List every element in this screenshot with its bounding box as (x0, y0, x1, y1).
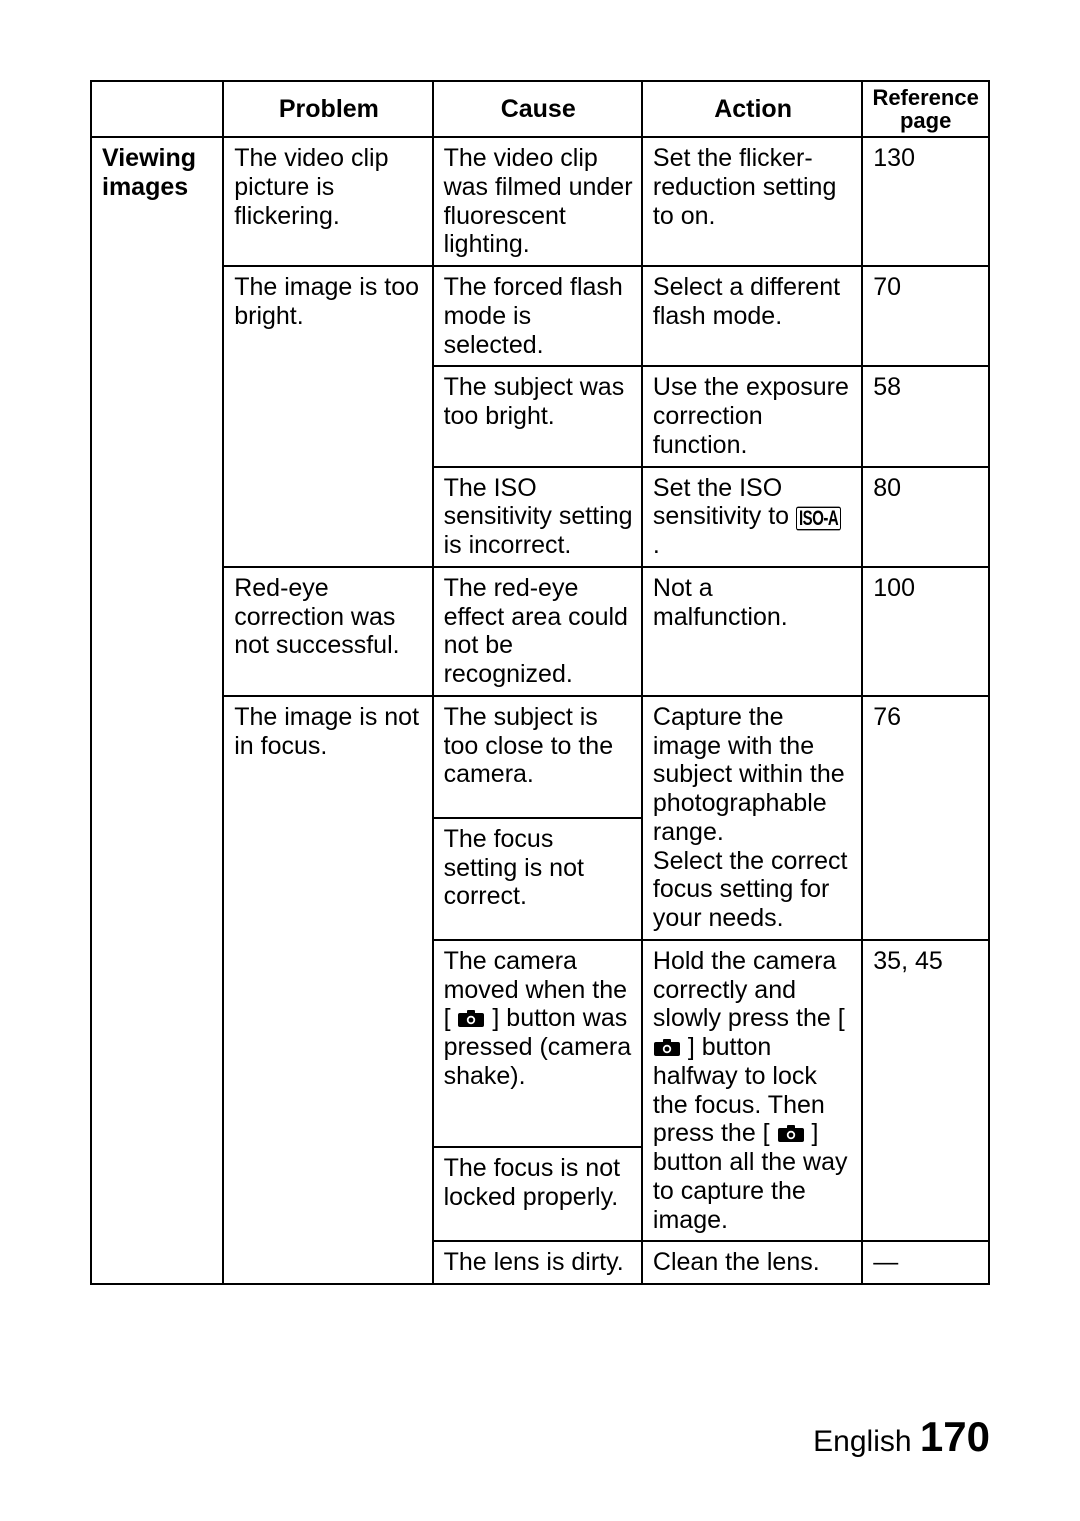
camera-icon (653, 1039, 681, 1057)
troubleshooting-table: Problem Cause Action Reference page View… (90, 80, 990, 1285)
action-cell: Hold the camera correctly and slowly pre… (642, 940, 862, 1242)
cause-cell: The video clip was filmed under fluoresc… (433, 137, 642, 266)
action-cell: Set the flicker-reduction setting to on. (642, 137, 862, 266)
cause-cell: The camera moved when the [ ] button was… (433, 940, 642, 1147)
ref-cell: 58 (862, 366, 989, 466)
camera-icon (457, 1010, 485, 1028)
problem-cell: The video clip picture is flickering. (223, 137, 432, 266)
ref-cell: 35, 45 (862, 940, 989, 1242)
table-row: Red-eye correction was not successful. T… (91, 567, 989, 696)
cause-cell: The focus setting is not correct. (433, 818, 642, 940)
cause-cell: The red-eye effect area could not be rec… (433, 567, 642, 696)
ref-cell: 76 (862, 696, 989, 940)
table-row: The image is not in focus. The subject i… (91, 696, 989, 818)
page-container: Problem Cause Action Reference page View… (0, 0, 1080, 1521)
iso-a-icon: ISO-A (796, 507, 841, 531)
category-cell: Viewing images (91, 137, 223, 1284)
action-cell: Set the ISO sensitivity to ISO-A . (642, 467, 862, 567)
problem-cell: Red-eye correction was not successful. (223, 567, 432, 696)
table-header-row: Problem Cause Action Reference page (91, 81, 989, 137)
ref-cell: — (862, 1241, 989, 1284)
table-row: Viewing images The video clip picture is… (91, 137, 989, 266)
cause-cell: The focus is not locked properly. (433, 1147, 642, 1241)
ref-cell: 80 (862, 467, 989, 567)
action-cell: Capture the image with the subject withi… (642, 696, 862, 940)
cause-cell: The lens is dirty. (433, 1241, 642, 1284)
ref-cell: 70 (862, 266, 989, 366)
action-text-pre: Set the ISO sensitivity to (653, 474, 796, 531)
problem-cell: The image is not in focus. (223, 696, 432, 1284)
cause-cell: The forced flash mode is selected. (433, 266, 642, 366)
action-cell: Select a different flash mode. (642, 266, 862, 366)
action-cell: Use the exposure correction function. (642, 366, 862, 466)
cause-cell: The subject is too close to the camera. (433, 696, 642, 818)
header-reference: Reference page (862, 81, 989, 137)
action-cell: Clean the lens. (642, 1241, 862, 1284)
header-category (91, 81, 223, 137)
header-cause: Cause (433, 81, 642, 137)
footer-page-number: 170 (920, 1413, 990, 1460)
header-problem: Problem (223, 81, 432, 137)
action-cell: Not a malfunction. (642, 567, 862, 696)
table-row: The image is too bright. The forced flas… (91, 266, 989, 366)
cause-cell: The ISO sensitivity setting is incorrect… (433, 467, 642, 567)
problem-cell: The image is too bright. (223, 266, 432, 567)
page-footer: English 170 (813, 1413, 990, 1461)
footer-language: English (813, 1425, 911, 1458)
ref-cell: 130 (862, 137, 989, 266)
action-text-post: . (653, 531, 660, 559)
header-action: Action (642, 81, 862, 137)
action-text-pre: Hold the camera correctly and slowly pre… (653, 947, 845, 1033)
ref-cell: 100 (862, 567, 989, 696)
camera-icon (777, 1125, 805, 1143)
cause-cell: The subject was too bright. (433, 366, 642, 466)
